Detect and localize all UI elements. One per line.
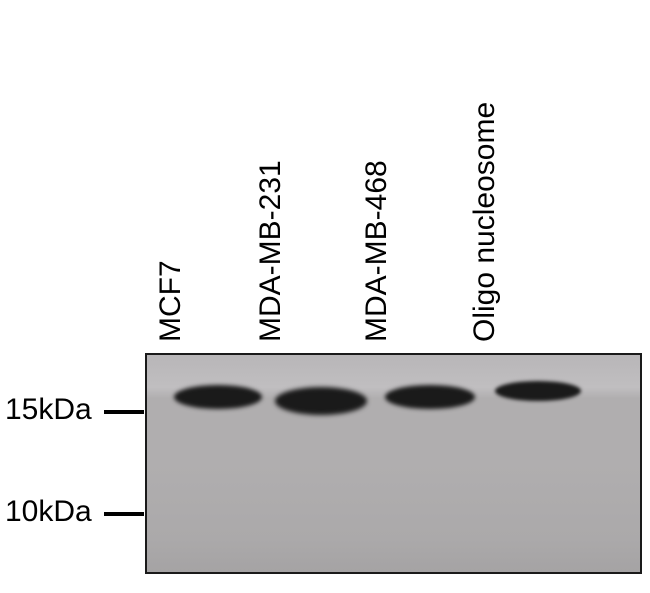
band-lane-4 — [495, 381, 581, 401]
marker-label-15kda: 15kDa — [5, 393, 92, 427]
lane-label-4: Oligo nucleosome — [468, 102, 502, 342]
lane-label-3: MDA-MB-468 — [360, 160, 394, 342]
western-blot-figure: MCF7 MDA-MB-231 MDA-MB-468 Oligo nucleos… — [0, 0, 650, 593]
lane-label-1: MCF7 — [154, 260, 188, 342]
band-lane-3 — [385, 385, 475, 409]
band-lane-2 — [275, 387, 367, 415]
band-lane-1 — [174, 385, 262, 409]
marker-tick-15kda — [104, 410, 144, 414]
marker-tick-10kda — [104, 512, 144, 516]
lane-label-2: MDA-MB-231 — [254, 160, 288, 342]
marker-label-10kda: 10kDa — [5, 495, 92, 529]
blot-membrane — [145, 353, 642, 574]
